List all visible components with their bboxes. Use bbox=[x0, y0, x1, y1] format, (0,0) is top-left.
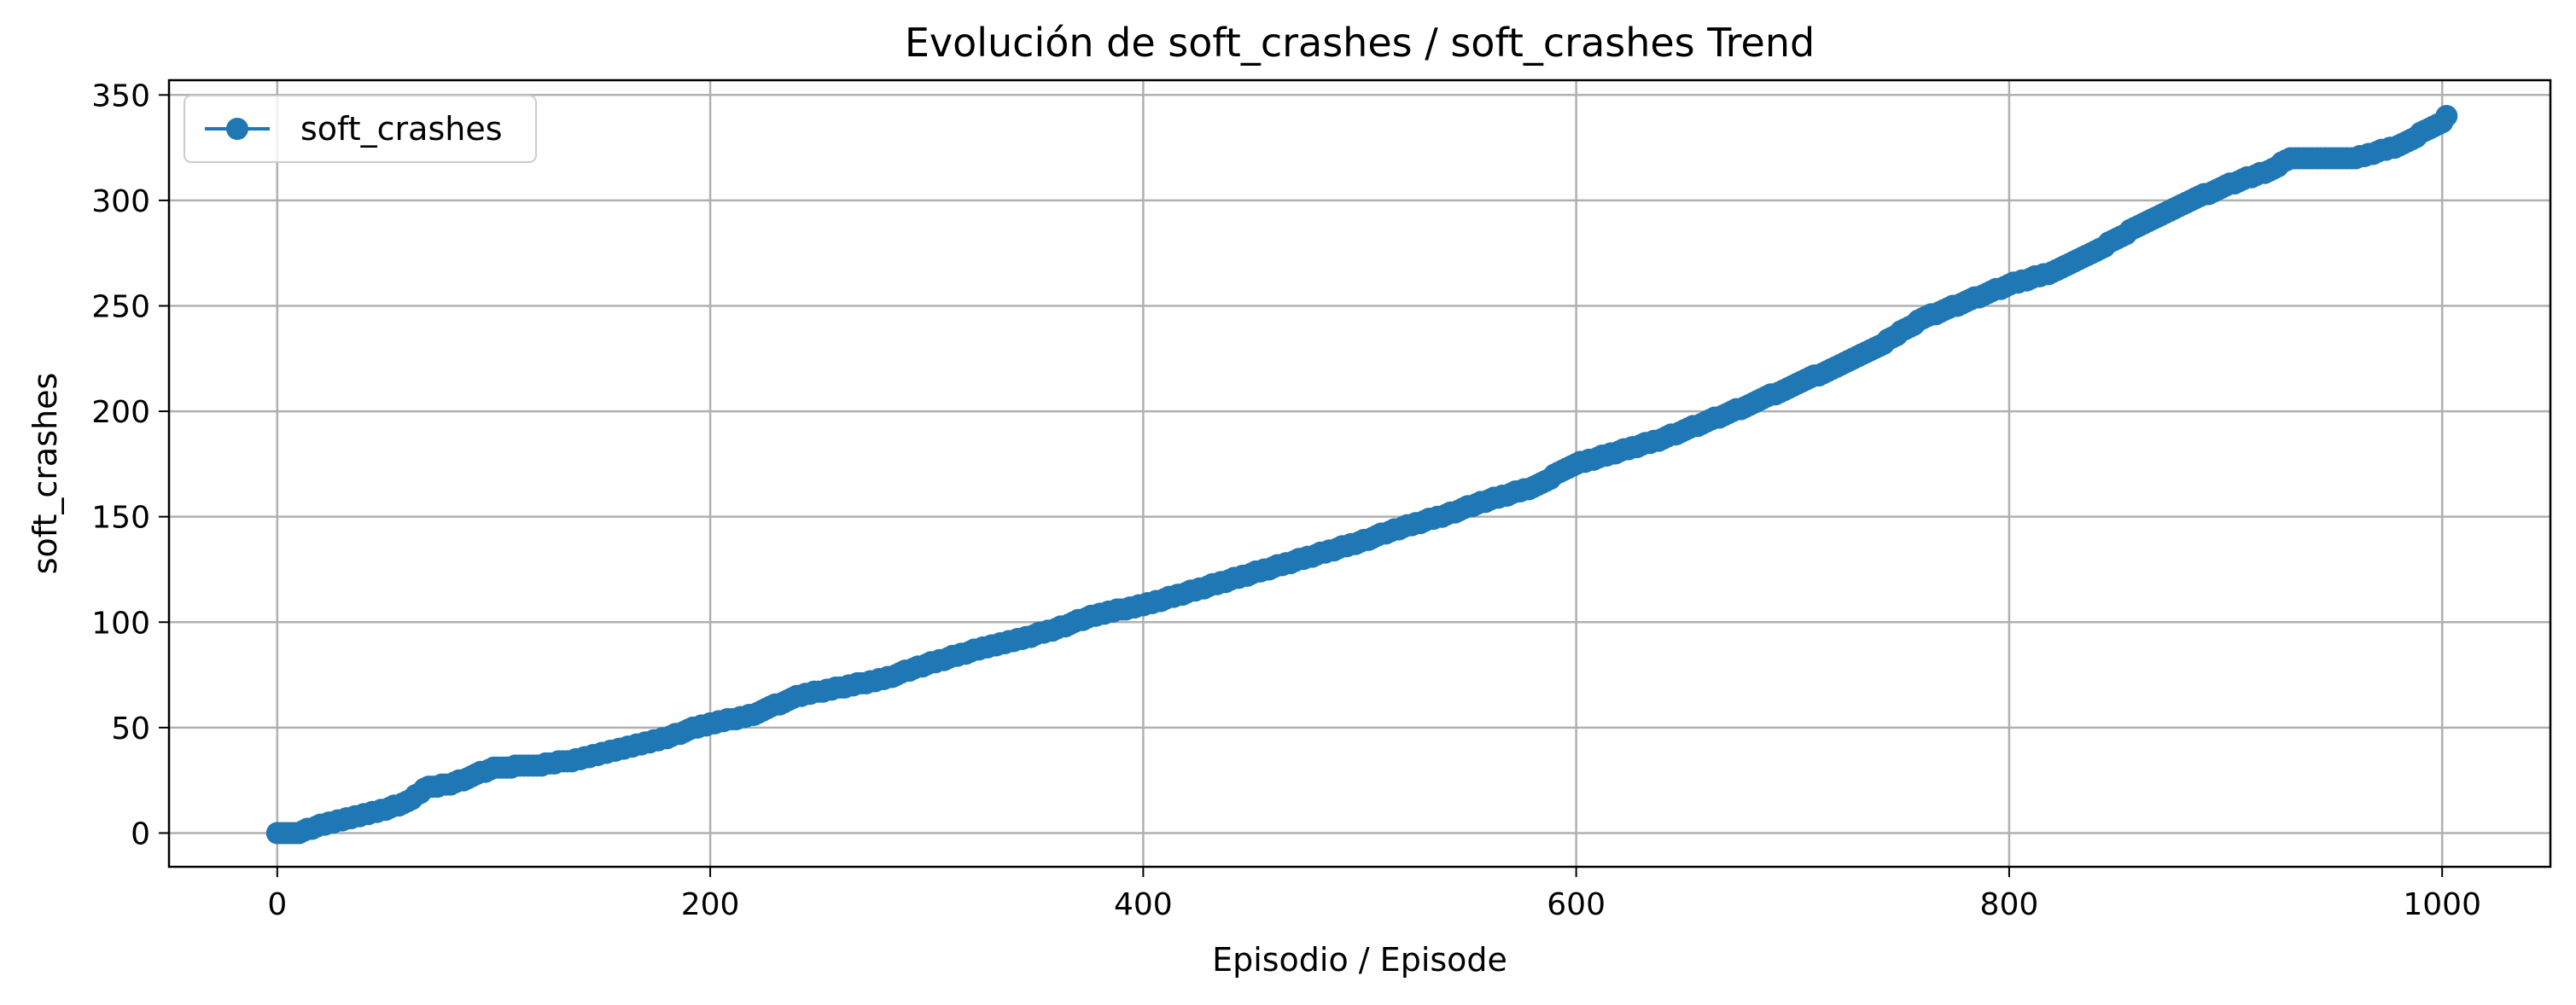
series-line bbox=[277, 114, 2449, 835]
data-point bbox=[2435, 105, 2458, 127]
legend: soft_crashes bbox=[184, 95, 537, 163]
x-tick-label: 800 bbox=[1980, 887, 2039, 922]
x-tick-label: 200 bbox=[681, 887, 740, 922]
y-tick-label: 350 bbox=[91, 78, 150, 113]
plot-frame bbox=[167, 78, 2552, 868]
y-tick-label: 150 bbox=[91, 501, 150, 536]
y-axis-label: soft_crashes bbox=[26, 373, 64, 575]
x-tick-label: 400 bbox=[1114, 887, 1173, 922]
grid bbox=[169, 80, 2550, 867]
y-tick-label: 100 bbox=[91, 606, 150, 641]
y-tick-label: 50 bbox=[111, 712, 150, 746]
x-axis: 0 200 400 600 800 1000 bbox=[267, 867, 2481, 922]
y-tick-label: 250 bbox=[91, 289, 150, 324]
series-layer bbox=[265, 105, 2458, 845]
chart-title: Evolución de soft_crashes / soft_crashes… bbox=[905, 20, 1815, 66]
x-tick-label: 0 bbox=[267, 887, 287, 922]
x-tick-label: 600 bbox=[1547, 887, 1606, 922]
x-axis-label: Episodio / Episode bbox=[1212, 941, 1507, 979]
legend-box bbox=[184, 95, 537, 163]
legend-marker-sample bbox=[226, 118, 248, 140]
y-tick-label: 0 bbox=[131, 816, 150, 851]
y-tick-label: 300 bbox=[91, 184, 150, 219]
y-tick-label: 200 bbox=[91, 395, 150, 430]
y-axis: 0 50 100 150 200 250 300 350 bbox=[91, 78, 169, 851]
legend-label: soft_crashes bbox=[300, 110, 503, 148]
x-tick-label: 1000 bbox=[2403, 887, 2481, 922]
